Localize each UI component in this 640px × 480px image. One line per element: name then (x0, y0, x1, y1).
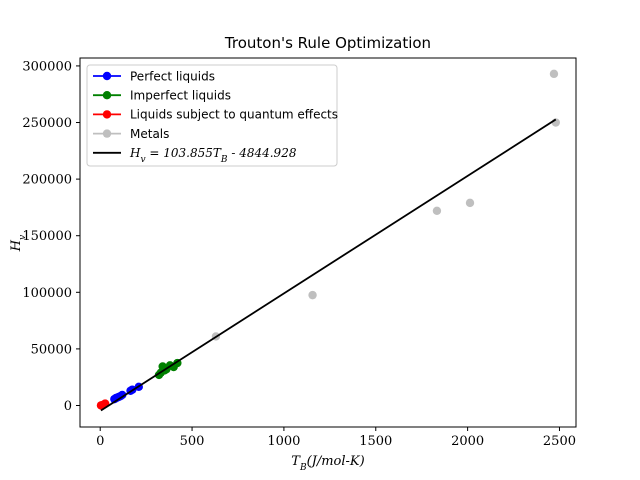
legend-marker (102, 71, 112, 81)
series-liquids-subject-to-quantum-effects (96, 399, 110, 410)
x-tick-label: 500 (180, 434, 205, 449)
x-tick-label: 0 (96, 434, 104, 449)
y-axis-label: Hv (9, 235, 28, 252)
x-axis-label: TB(J/mol-K) (291, 454, 364, 473)
y-axis-ticks: 0 50000 100000 150000 200000 250000 300000 (22, 59, 80, 414)
data-point (465, 198, 475, 208)
x-tick-label: 1000 (267, 434, 300, 449)
plot-frame (79, 57, 577, 428)
y-tick-label: 300000 (22, 59, 72, 74)
data-point (118, 390, 127, 400)
y-tick-label: 250000 (22, 116, 72, 131)
legend-marker (102, 110, 112, 119)
legend-entry: Imperfect liquids (93, 89, 231, 103)
y-tick-label: 50000 (31, 342, 72, 357)
legend-entry: Hv = 103.855TB - 4844.928 (93, 146, 297, 165)
legend-label: Imperfect liquids (130, 89, 231, 103)
legend-label: Hv = 103.855TB - 4844.928 (129, 146, 297, 165)
legend-entry: Perfect liquids (93, 69, 215, 83)
legend-entry: Metals (93, 127, 169, 141)
y-tick-label: 150000 (22, 229, 72, 244)
x-axis-ticks: 0 500 1000 1500 2000 2500 (96, 427, 576, 449)
x-tick-label: 2500 (543, 434, 576, 449)
data-point (308, 290, 317, 300)
x-tick-label: 1500 (359, 434, 392, 449)
data-point (549, 69, 559, 79)
legend-marker (102, 129, 112, 138)
x-tick-label: 2000 (451, 434, 484, 449)
legend-label: Metals (130, 127, 169, 141)
legend-label: Liquids subject to quantum effects (130, 108, 338, 122)
y-tick-label: 200000 (22, 173, 72, 188)
data-point (432, 206, 442, 216)
legend: Perfect liquids Imperfect liquids Liquids … (86, 64, 338, 167)
fit-line (100, 118, 557, 412)
legend-entry: Liquids subject to quantum effects (93, 108, 338, 122)
y-tick-label: 0 (64, 399, 72, 414)
legend-label: Perfect liquids (130, 69, 215, 83)
plot-area (79, 57, 577, 428)
y-tick-label: 100000 (22, 286, 72, 301)
legend-box (86, 64, 338, 167)
chart-title: Trouton's Rule Optimization (224, 34, 431, 52)
legend-marker (102, 91, 112, 100)
